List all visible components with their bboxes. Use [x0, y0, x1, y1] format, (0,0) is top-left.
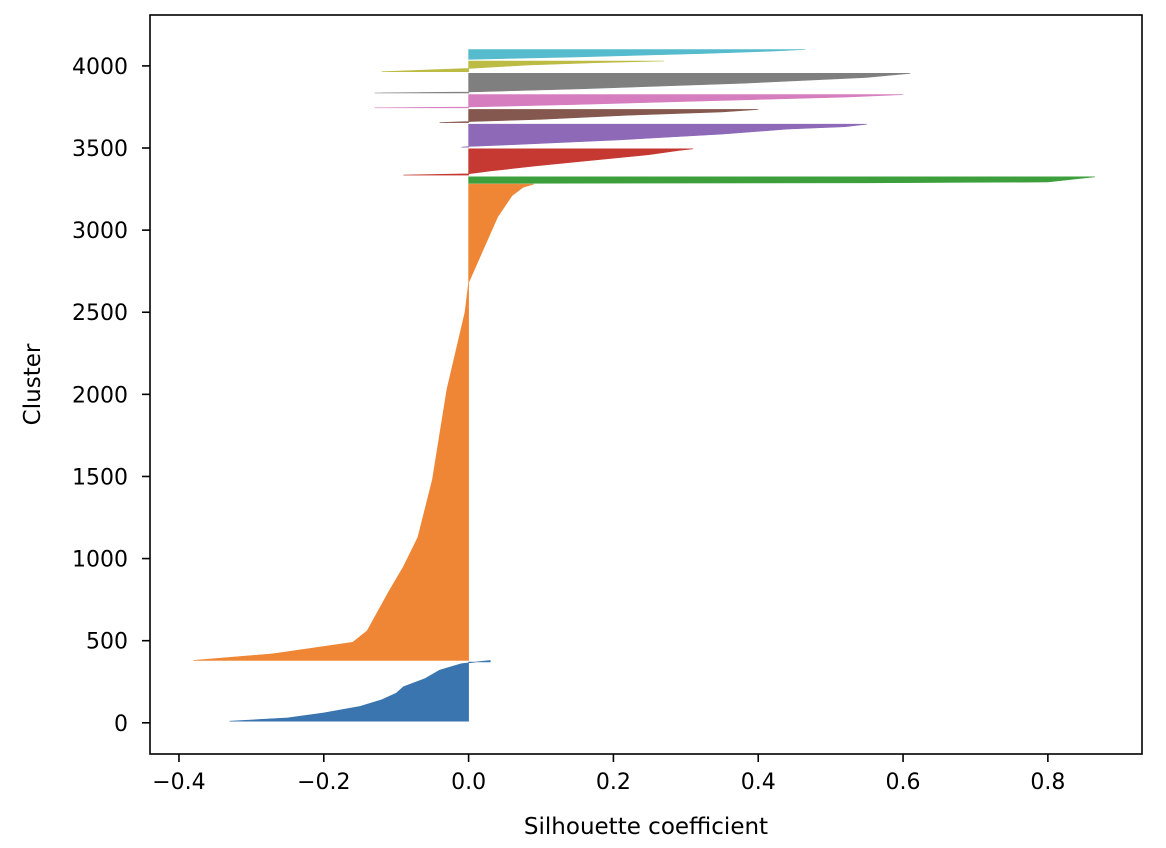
cluster-2-area	[468, 176, 1095, 184]
y-tick-label: 1000	[72, 548, 128, 573]
y-tick-label: 4000	[72, 55, 128, 80]
x-axis-ticks: −0.4 −0.2 0.0 0.2 0.4 0.6 0.8	[152, 754, 1065, 795]
x-tick-label: 0.8	[1030, 770, 1065, 795]
x-tick-label: −0.4	[152, 770, 205, 795]
cluster-3-area	[403, 148, 694, 176]
x-tick-label: 0.2	[596, 770, 631, 795]
x-tick-label: 0.0	[451, 770, 486, 795]
y-tick-label: 0	[114, 712, 128, 737]
cluster-5-area	[439, 109, 759, 123]
cluster-1-area	[193, 183, 534, 661]
cluster-areas	[193, 49, 1095, 722]
y-axis-label: Cluster	[20, 343, 46, 425]
y-tick-label: 2500	[72, 301, 128, 326]
cluster-8-area	[381, 60, 665, 72]
y-tick-label: 3000	[72, 219, 128, 244]
x-tick-label: −0.2	[297, 770, 350, 795]
plot-frame	[149, 14, 1143, 755]
x-tick-label: 0.6	[886, 770, 921, 795]
cluster-0-area	[229, 660, 491, 722]
y-axis-ticks: 0 500 1000 1500 2000 2500 3000 3500 4000	[72, 55, 150, 737]
x-axis-label: Silhouette coefficient	[524, 814, 768, 840]
y-tick-label: 3500	[72, 137, 128, 162]
cluster-4-area	[461, 123, 867, 148]
x-tick-label: 0.4	[741, 770, 776, 795]
y-tick-label: 2000	[72, 383, 128, 408]
y-tick-label: 1500	[72, 465, 128, 490]
cluster-7-area	[374, 73, 911, 94]
cluster-6-area	[374, 94, 904, 109]
cluster-9-area	[468, 49, 806, 60]
y-tick-label: 500	[86, 630, 128, 655]
